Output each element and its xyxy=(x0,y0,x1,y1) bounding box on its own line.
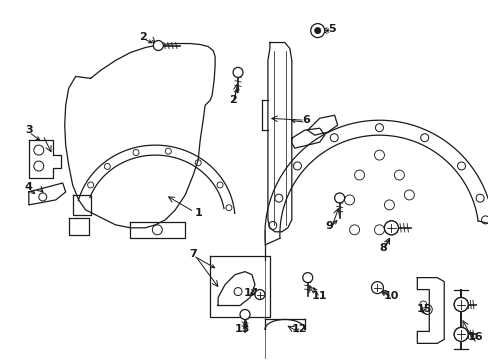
Text: 10: 10 xyxy=(383,291,398,301)
Circle shape xyxy=(34,145,44,155)
Circle shape xyxy=(334,193,344,203)
Circle shape xyxy=(475,194,483,202)
Circle shape xyxy=(394,170,404,180)
Circle shape xyxy=(375,124,383,132)
Circle shape xyxy=(274,194,282,202)
Circle shape xyxy=(419,301,426,308)
Circle shape xyxy=(457,162,465,170)
Text: 7: 7 xyxy=(189,249,197,259)
Circle shape xyxy=(329,134,338,142)
Circle shape xyxy=(422,305,431,315)
Circle shape xyxy=(233,67,243,77)
Circle shape xyxy=(234,288,242,296)
Text: 3: 3 xyxy=(25,125,33,135)
Circle shape xyxy=(354,170,364,180)
Text: 16: 16 xyxy=(467,332,482,342)
Circle shape xyxy=(349,225,359,235)
Text: 6: 6 xyxy=(301,115,309,125)
Text: 15: 15 xyxy=(416,305,431,315)
Text: 2: 2 xyxy=(139,32,147,41)
Circle shape xyxy=(152,225,162,235)
Text: 11: 11 xyxy=(311,291,327,301)
Circle shape xyxy=(384,221,398,235)
Text: 1: 1 xyxy=(194,208,202,218)
Text: 12: 12 xyxy=(291,324,307,334)
Circle shape xyxy=(104,163,110,170)
Text: 2: 2 xyxy=(229,95,236,105)
Circle shape xyxy=(453,328,467,341)
Circle shape xyxy=(371,282,383,293)
Circle shape xyxy=(453,298,467,311)
Circle shape xyxy=(133,149,139,156)
Circle shape xyxy=(39,193,47,201)
Circle shape xyxy=(374,150,384,160)
Circle shape xyxy=(217,182,223,188)
Circle shape xyxy=(384,221,398,235)
Circle shape xyxy=(225,205,231,211)
Circle shape xyxy=(404,190,413,200)
Circle shape xyxy=(87,182,93,188)
Text: 14: 14 xyxy=(244,288,259,298)
Text: 5: 5 xyxy=(327,24,335,33)
Circle shape xyxy=(153,41,163,50)
Circle shape xyxy=(310,24,324,37)
Circle shape xyxy=(453,328,467,341)
Circle shape xyxy=(293,162,301,170)
Circle shape xyxy=(268,221,276,229)
Text: 9: 9 xyxy=(325,221,333,231)
Circle shape xyxy=(314,27,320,34)
Circle shape xyxy=(420,134,428,142)
Circle shape xyxy=(344,195,354,205)
Circle shape xyxy=(34,161,44,171)
Text: 4: 4 xyxy=(25,182,33,192)
Circle shape xyxy=(384,200,394,210)
Circle shape xyxy=(240,310,249,319)
Text: 8: 8 xyxy=(379,243,386,253)
Circle shape xyxy=(254,289,264,300)
Circle shape xyxy=(165,148,171,154)
Text: 13: 13 xyxy=(234,324,249,334)
Circle shape xyxy=(374,225,384,235)
Circle shape xyxy=(453,298,467,311)
Circle shape xyxy=(481,216,488,224)
Circle shape xyxy=(195,160,201,166)
Circle shape xyxy=(302,273,312,283)
